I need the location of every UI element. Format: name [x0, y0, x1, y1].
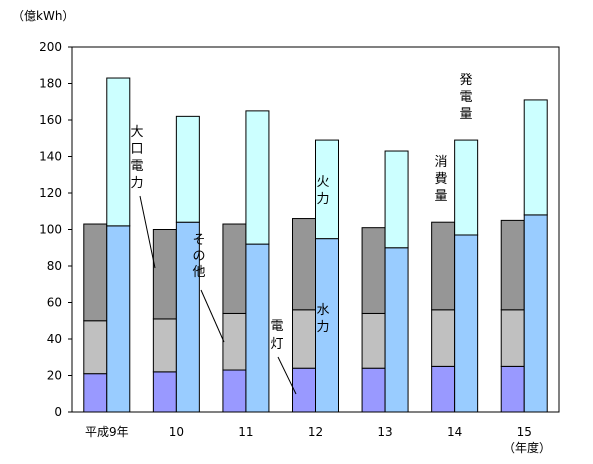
x-axis-unit-label: （年度）	[503, 440, 551, 455]
bar-consumption-大口電力	[83, 223, 108, 322]
bar-consumption-電灯	[500, 365, 525, 413]
y-axis-unit-label: （億kWh）	[12, 9, 74, 23]
label-consumption: 消費量	[434, 155, 447, 204]
bar-consumption-電灯	[361, 367, 386, 413]
label-generation: 発電量	[459, 73, 472, 122]
y-axis-ticks: 0 20 40 60 80 100 120 140 160 180 200	[39, 40, 62, 419]
bar-generation-水力	[454, 234, 479, 413]
bar-generation-水力	[245, 243, 270, 413]
bar-generation-火力	[175, 115, 200, 223]
bar-consumption-大口電力	[152, 229, 177, 320]
leader-large-power	[139, 195, 156, 269]
bar-generation-水力	[106, 225, 131, 413]
x-tick-label: 13	[377, 425, 392, 439]
bar-generation-火力	[384, 150, 409, 249]
x-tick-label: 14	[447, 425, 462, 439]
bar-consumption-その他	[292, 309, 316, 369]
bar-generation-火力	[523, 99, 548, 216]
y-tick-label: 40	[47, 332, 62, 346]
label-lamp: 電灯	[270, 319, 283, 352]
x-tick-label: 10	[169, 425, 184, 439]
bar-consumption-その他	[500, 309, 525, 367]
y-tick-label: 120	[39, 186, 62, 200]
bar-generation-火力	[106, 77, 131, 227]
bar-consumption-大口電力	[500, 219, 525, 311]
label-hydro: 水力	[316, 303, 329, 335]
bar-consumption-電灯	[222, 369, 247, 413]
x-tick-label: 平成9年	[85, 425, 129, 439]
y-tick-label: 60	[47, 296, 62, 310]
bar-consumption-電灯	[292, 367, 316, 413]
y-tick-label: 180	[39, 77, 62, 91]
y-tick-label: 0	[54, 405, 62, 419]
y-tick-label: 140	[39, 150, 62, 164]
bar-consumption-電灯	[431, 365, 456, 413]
leader-lamp	[277, 356, 297, 395]
bars	[83, 77, 548, 413]
bar-generation-火力	[454, 139, 479, 236]
x-tick-label: 12	[308, 425, 323, 439]
bar-consumption-電灯	[152, 371, 177, 413]
leader-other	[200, 289, 225, 343]
y-tick-label: 200	[39, 40, 62, 54]
label-large-power: 大口電力	[130, 125, 143, 191]
bar-generation-火力	[245, 110, 270, 245]
bar-consumption-電灯	[83, 373, 108, 413]
y-tick-label: 100	[39, 223, 62, 237]
bar-consumption-その他	[222, 312, 247, 371]
bar-generation-水力	[523, 214, 548, 413]
x-tick-label: 15	[517, 425, 532, 439]
bar-consumption-その他	[152, 318, 177, 373]
y-tick-label: 80	[47, 259, 62, 273]
bar-consumption-大口電力	[361, 227, 386, 314]
label-other: その他	[192, 233, 205, 280]
bar-consumption-大口電力	[431, 221, 456, 311]
bar-consumption-大口電力	[292, 218, 316, 311]
bar-consumption-その他	[361, 312, 386, 369]
bar-generation-水力	[384, 247, 409, 413]
x-axis-labels: 平成9年 10 11 12 13 14 15	[85, 425, 532, 439]
y-tick-label: 20	[47, 369, 62, 383]
bar-consumption-大口電力	[222, 223, 247, 314]
bar-generation-火力	[315, 139, 339, 240]
label-thermal: 火力	[316, 175, 329, 207]
bar-consumption-その他	[431, 309, 456, 367]
bar-consumption-その他	[83, 320, 108, 375]
y-tick-label: 160	[39, 113, 62, 127]
x-tick-label: 11	[238, 425, 253, 439]
